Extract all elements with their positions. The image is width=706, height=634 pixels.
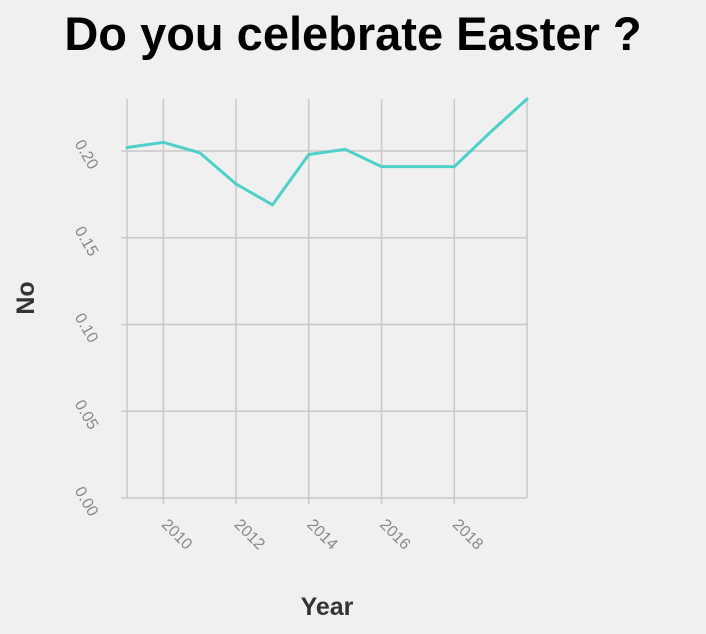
y-tick-label: 0.15 [71,224,101,260]
x-tick-label: 2014 [303,516,340,553]
y-tick-label: 0.20 [71,137,101,173]
y-axis-title: No [12,281,40,314]
chart-title: Do you celebrate Easter ? [64,7,642,60]
x-axis-title: Year [301,593,354,621]
y-tick-labels: 0.00 0.05 0.10 0.15 0.20 [71,137,101,520]
x-tick-label: 2018 [449,516,486,553]
y-tick-label: 0.05 [71,397,101,433]
series-group [125,97,529,207]
y-tick-label: 0.00 [71,484,101,520]
x-tick-label: 2016 [376,516,413,553]
series-line [125,97,529,207]
x-tick-labels: 2010 2012 2014 2016 2018 [158,516,486,553]
x-tick-label: 2010 [158,516,195,553]
grid [121,99,528,504]
y-tick-label: 0.10 [71,311,101,347]
x-tick-label: 2012 [231,516,268,553]
